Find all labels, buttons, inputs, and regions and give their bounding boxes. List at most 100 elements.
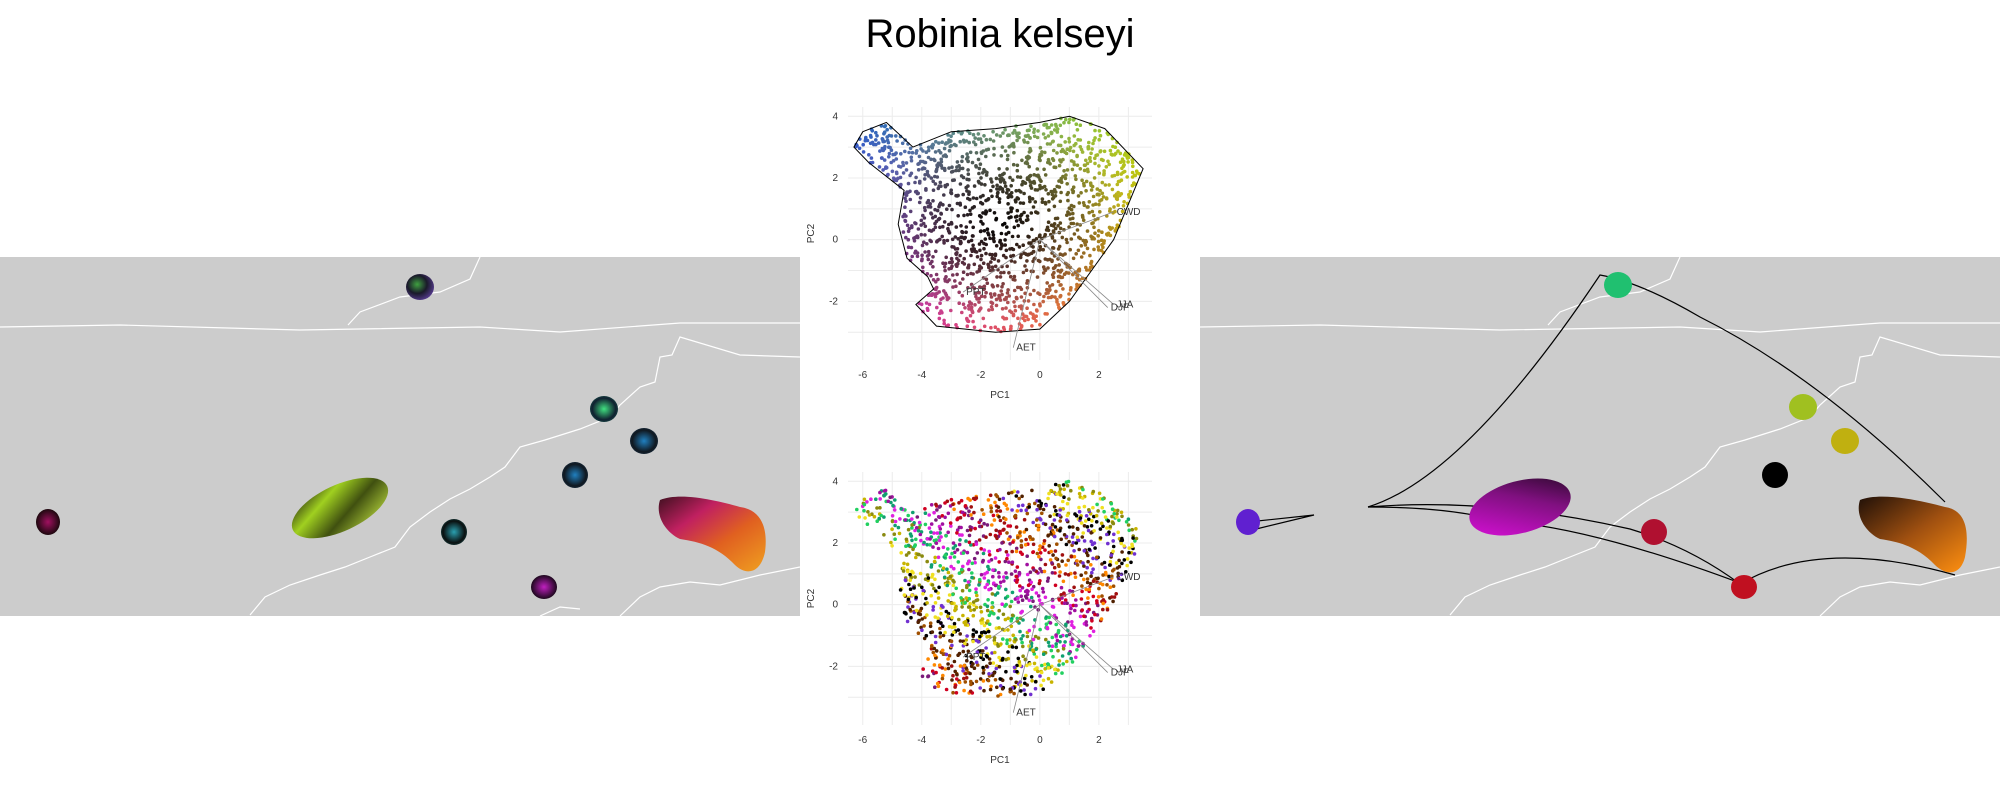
data-point — [1108, 233, 1113, 238]
data-point — [957, 680, 962, 685]
data-point — [968, 212, 973, 216]
data-point — [1001, 325, 1006, 330]
data-point — [979, 253, 984, 258]
data-point — [947, 593, 952, 597]
data-point — [1066, 198, 1070, 203]
data-point — [1116, 530, 1120, 535]
data-point — [1079, 255, 1084, 259]
data-point — [909, 245, 914, 250]
data-point — [1055, 130, 1060, 134]
data-point — [1103, 183, 1108, 187]
data-point — [1059, 149, 1064, 154]
data-point — [1059, 493, 1063, 497]
data-point — [1027, 628, 1032, 633]
data-point — [971, 319, 975, 324]
data-point — [924, 188, 928, 192]
data-point — [1002, 579, 1006, 583]
data-point — [1115, 512, 1119, 516]
data-point — [955, 264, 959, 268]
data-point — [936, 684, 941, 689]
data-point — [868, 141, 873, 146]
data-point — [906, 237, 911, 242]
loading-vector — [962, 239, 1041, 293]
data-point — [1087, 547, 1092, 552]
data-point — [958, 201, 962, 206]
data-point — [1064, 480, 1069, 484]
data-point — [933, 640, 938, 645]
data-point — [998, 134, 1003, 138]
y-tick-label: -2 — [829, 296, 838, 307]
data-point — [928, 537, 932, 541]
data-point — [1062, 644, 1066, 648]
data-point — [1088, 581, 1093, 586]
data-point — [919, 625, 923, 630]
data-point — [925, 272, 930, 276]
data-point — [1134, 527, 1138, 531]
data-point — [1024, 527, 1029, 532]
data-point — [1067, 292, 1071, 296]
data-point — [1053, 525, 1058, 529]
data-point — [978, 162, 983, 166]
data-point — [993, 556, 998, 560]
data-point — [874, 138, 878, 142]
data-point — [1042, 539, 1047, 543]
data-point — [914, 537, 918, 542]
data-point — [952, 555, 957, 559]
data-point — [1053, 671, 1058, 676]
data-point — [982, 324, 987, 329]
data-point — [1008, 604, 1012, 609]
data-point — [974, 605, 979, 610]
data-point — [1086, 528, 1091, 533]
data-point — [1082, 614, 1086, 618]
vector-label: JJA — [1117, 664, 1134, 675]
data-point — [1014, 549, 1019, 554]
data-point — [1031, 205, 1036, 209]
data-point — [995, 275, 999, 279]
data-point — [959, 131, 964, 136]
data-point — [1079, 147, 1084, 152]
data-point — [901, 160, 905, 165]
data-point — [1049, 549, 1053, 554]
data-point — [1115, 172, 1120, 177]
data-point — [981, 665, 985, 670]
data-point — [915, 515, 920, 519]
data-point — [967, 307, 971, 311]
data-point — [1019, 220, 1024, 224]
data-point — [1075, 563, 1080, 567]
data-point — [948, 574, 953, 579]
data-point — [990, 256, 994, 260]
data-point — [1052, 518, 1057, 522]
data-point — [1094, 520, 1099, 524]
data-point — [1067, 120, 1071, 125]
data-point — [1058, 123, 1063, 128]
data-point — [1095, 502, 1099, 507]
data-point — [974, 196, 979, 201]
data-point — [930, 630, 935, 634]
data-point — [952, 580, 956, 584]
data-point — [1115, 197, 1120, 202]
data-point — [1058, 508, 1062, 512]
data-point — [1028, 146, 1032, 151]
data-point — [1018, 175, 1023, 179]
data-point — [922, 205, 927, 210]
data-point — [1038, 627, 1042, 632]
data-point — [1070, 535, 1075, 539]
range-patch — [630, 428, 658, 454]
data-point — [1019, 295, 1024, 299]
data-point — [1074, 513, 1079, 518]
data-point — [1071, 190, 1075, 195]
data-point — [1054, 289, 1058, 294]
data-point — [950, 551, 954, 556]
data-point — [1014, 200, 1018, 204]
data-point — [1052, 204, 1057, 209]
data-point — [1012, 274, 1017, 279]
data-point — [1025, 588, 1029, 593]
data-point — [958, 664, 963, 668]
data-point — [986, 564, 990, 569]
data-point — [1087, 268, 1092, 272]
data-point — [922, 540, 926, 545]
data-point — [1052, 165, 1056, 169]
data-point — [934, 249, 938, 254]
data-point — [952, 621, 957, 626]
data-point — [965, 213, 970, 217]
